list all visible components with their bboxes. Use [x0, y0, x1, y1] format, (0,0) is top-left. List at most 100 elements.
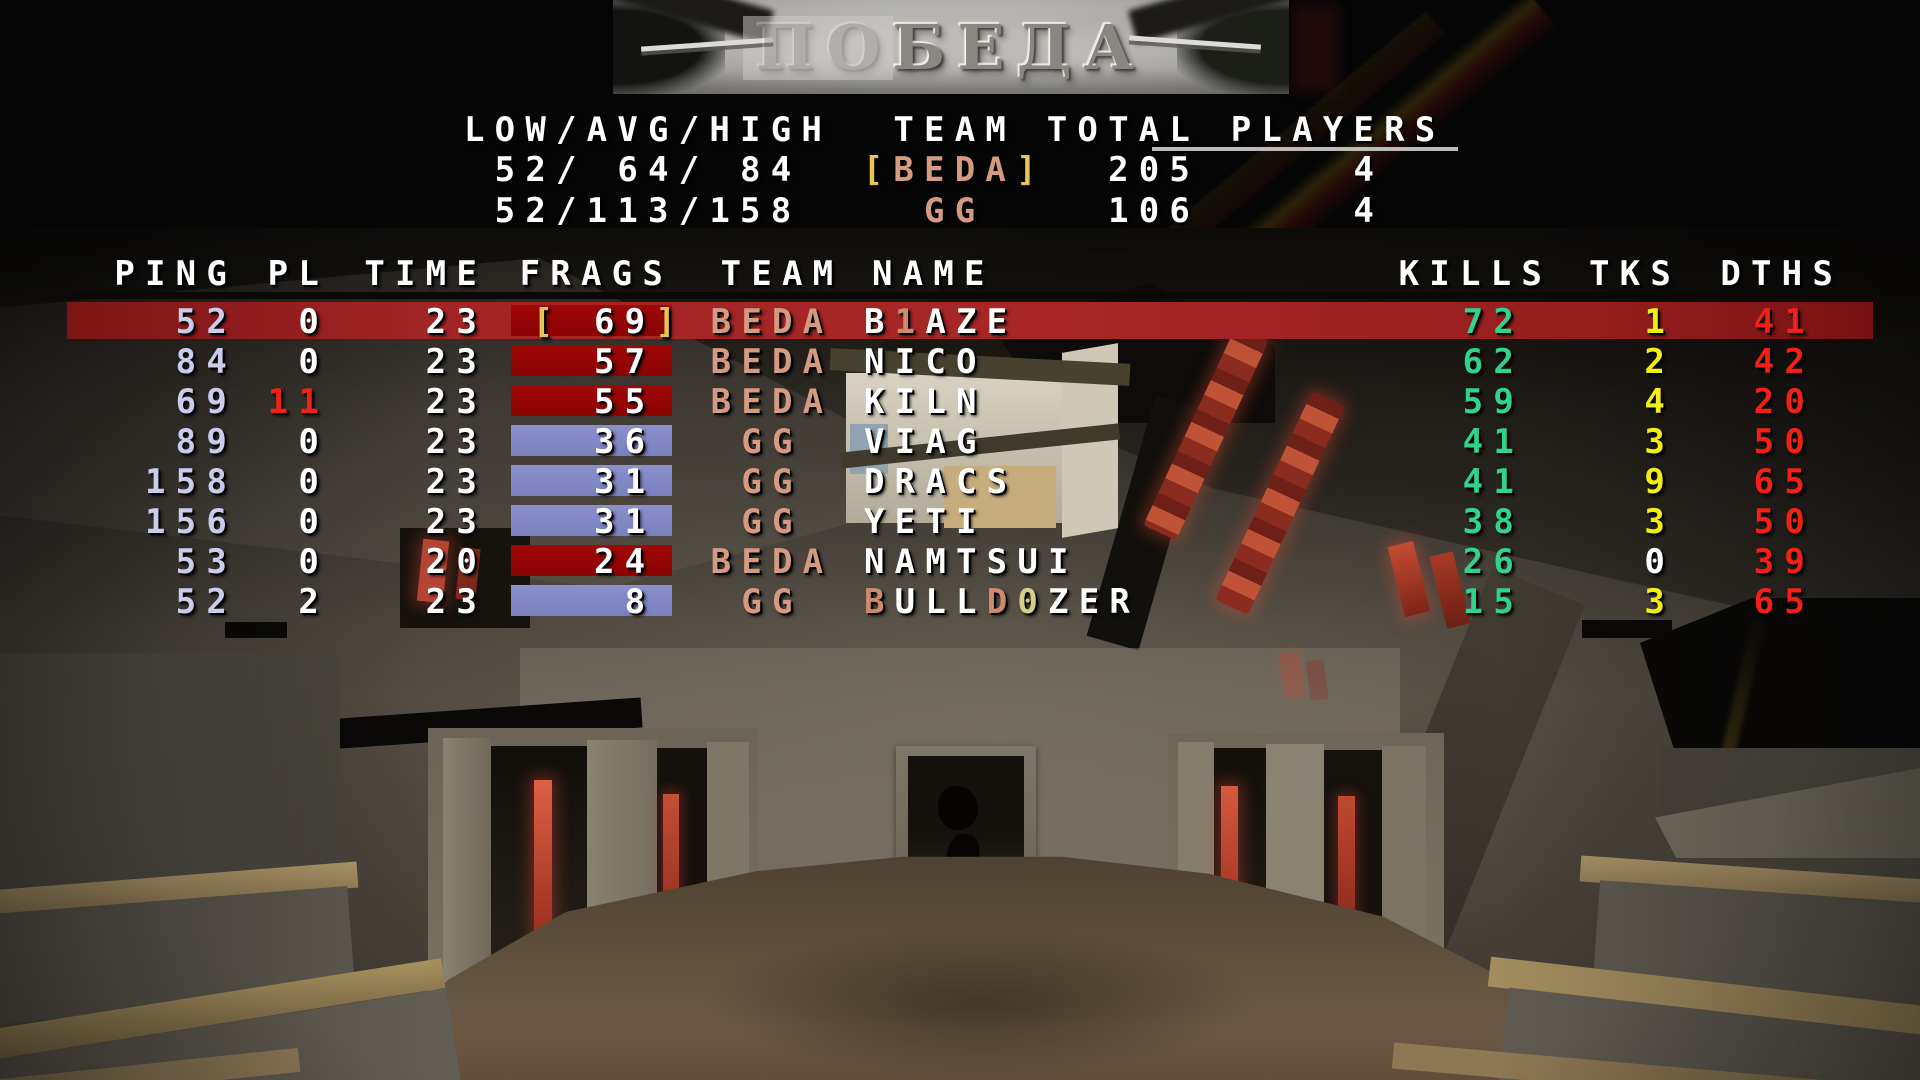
cell-team: GG [686, 462, 858, 502]
scene-black-bar-b [225, 622, 287, 638]
frags-box-red [511, 305, 672, 336]
cell-kills: 15 [1367, 582, 1524, 622]
cell-frags: 24 [487, 542, 686, 582]
cell-value: 50 [1753, 422, 1815, 462]
cell-ping: 52 [67, 582, 237, 622]
cell-dths: 39 [1675, 542, 1815, 582]
cell-dths: 65 [1675, 462, 1815, 502]
cell-frags: 57 [487, 342, 686, 382]
cell-name: DRACS [858, 462, 1367, 502]
cell-value: GG [741, 422, 803, 462]
text-segment: ] [1016, 150, 1047, 190]
cell-value: 0 [298, 422, 329, 462]
scene-tan-patch [944, 466, 1056, 528]
text-segment: YETI [864, 502, 987, 542]
red-light-left-door-1 [534, 780, 552, 938]
scene-doorway-shadow-blob-1 [938, 786, 978, 830]
cell-name: B1AZE [858, 302, 1367, 342]
cell-tks: 2 [1524, 342, 1675, 382]
scoreboard-row: 69 11 23 55 BEDA KILN 59 4 20 [67, 382, 1873, 422]
column-header-time: TIME [364, 254, 487, 294]
team-victory-banner: ПО БЕДА [613, 0, 1289, 94]
cell-kills: 26 [1367, 542, 1524, 582]
cell-tks: 3 [1524, 422, 1675, 462]
frags-box-blue [511, 585, 672, 616]
text-segment: 52/113/158 [464, 191, 925, 231]
text-segment: NAMTSUI [864, 542, 1079, 582]
players-underline [1152, 147, 1458, 151]
cell-pl: 0 [237, 302, 329, 342]
cell-value: 20 [425, 542, 487, 582]
column-header-team: TEAM [720, 254, 844, 294]
text-segment: B [864, 582, 895, 622]
summary-header: LOW/AVG/HIGH TEAM TOTAL PLAYERS [464, 112, 1445, 148]
text-segment: GG [924, 191, 986, 231]
frags-box-red [511, 385, 672, 416]
cell-dths: 20 [1675, 382, 1815, 422]
cell-ping: 158 [67, 462, 237, 502]
column-header-frags: FRAGS [519, 254, 673, 294]
cell-frags: 8 [487, 582, 686, 622]
cell-value: 23 [425, 462, 487, 502]
cell-value: 23 [425, 502, 487, 542]
cell-value: 3 [1644, 582, 1675, 622]
cell-value: 39 [1753, 542, 1815, 582]
cell-frags: 31 [487, 502, 686, 542]
cell-tks: 9 [1524, 462, 1675, 502]
cell-value: 69 [175, 382, 237, 422]
scene-vignette [0, 228, 1920, 1080]
cell-value: BEDA [710, 342, 834, 382]
frags-box-blue [511, 465, 672, 496]
cell-value: 23 [425, 342, 487, 382]
cell-name: NICO [858, 342, 1367, 382]
cell-kills: 41 [1367, 462, 1524, 502]
cell-value: 41 [1462, 462, 1524, 502]
cell-pl: 0 [237, 542, 329, 582]
scoreboard-header-row: PING PL TIME FRAGS TEAM NAME KILLS TKS DTHS [67, 256, 1873, 292]
frags-box-red [511, 545, 672, 576]
text-segment: ] [655, 302, 686, 342]
scoreboard-row: 158 0 23 31 GG DRACS 41 9 65 [67, 462, 1873, 502]
cell-pl: 0 [237, 502, 329, 542]
cell-value: 38 [1462, 502, 1524, 542]
cell-value: 1 [1644, 302, 1675, 342]
scene-black-bar-c [1582, 620, 1672, 638]
cell-team: GG [686, 582, 858, 622]
cell-team: GG [686, 502, 858, 542]
text-segment: 31 [593, 462, 686, 502]
cell-name: NAMTSUI [858, 542, 1367, 582]
cell-ping: 53 [67, 542, 237, 582]
text-segment: 55 [593, 382, 686, 422]
column-header-ping: PING [114, 254, 237, 294]
column-header-name: NAME [872, 254, 995, 294]
cell-pl: 0 [237, 422, 329, 462]
cell-time: 23 [329, 422, 487, 462]
text-segment: 69 [563, 302, 656, 342]
cell-time: 20 [329, 542, 487, 582]
cell-value: 3 [1644, 422, 1675, 462]
cell-ping: 89 [67, 422, 237, 462]
scene-left-door-pillar-1 [443, 738, 491, 986]
cell-value: 50 [1753, 502, 1815, 542]
text-segment: [ [862, 150, 894, 190]
summary-row-beda: 52/ 64/ 84 [BEDA] 205 4 [464, 152, 1384, 188]
cell-tks: 4 [1524, 382, 1675, 422]
cell-tks: 3 [1524, 582, 1675, 622]
text-segment: DRACS [864, 462, 1018, 502]
cell-value: 4 [1644, 382, 1675, 422]
cell-value: 26 [1462, 542, 1524, 582]
text-segment: D [986, 582, 1018, 622]
cell-pl: 11 [237, 382, 329, 422]
text-segment: ZER [1048, 582, 1141, 622]
cell-value: 158 [144, 462, 237, 502]
cell-time: 23 [329, 582, 487, 622]
cell-team: BEDA [686, 382, 858, 422]
cell-value: 20 [1753, 382, 1815, 422]
cell-value: 52 [175, 302, 237, 342]
cell-dths: 41 [1675, 302, 1815, 342]
text-segment: ULL [894, 582, 987, 622]
cell-ping: 52 [67, 302, 237, 342]
text-segment: 52/ 64/ 84 [464, 150, 863, 190]
text-segment: 205 4 [1046, 150, 1385, 190]
